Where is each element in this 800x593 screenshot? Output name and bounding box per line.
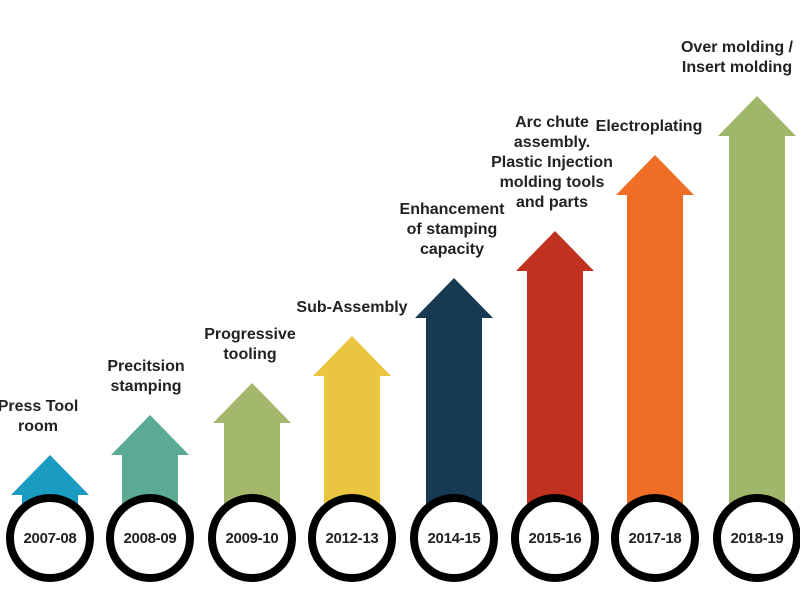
milestone-label: Precitsion <box>107 358 184 375</box>
year-circle <box>106 494 194 582</box>
year: 2015-16 <box>529 530 582 547</box>
arrow <box>111 415 189 515</box>
milestone-label: Plastic Injection <box>491 154 613 171</box>
arrow <box>616 155 694 515</box>
year-circle <box>308 494 396 582</box>
year-circle <box>611 494 699 582</box>
milestone-label: room <box>18 418 58 435</box>
milestone-label: capacity <box>420 241 484 258</box>
arrow <box>415 278 493 515</box>
arrow <box>516 231 594 515</box>
milestone-label: tooling <box>223 346 276 363</box>
milestone-label: and parts <box>516 194 588 211</box>
year: 2007-08 <box>24 530 77 547</box>
milestone-label: Press Tool <box>0 398 78 415</box>
milestone-label: Over molding / <box>681 39 794 56</box>
milestone-label: Electroplating <box>596 118 703 135</box>
arrow <box>718 96 796 515</box>
milestone-label: of stamping <box>407 221 498 238</box>
year-circle <box>208 494 296 582</box>
year: 2012-13 <box>326 530 379 547</box>
milestone-label: Insert molding <box>682 59 792 76</box>
year-circle <box>410 494 498 582</box>
year: 2017-18 <box>629 530 682 547</box>
milestone-label: molding tools <box>500 174 605 191</box>
year: 2014-15 <box>428 530 481 547</box>
milestone-label: Sub-Assembly <box>296 299 407 316</box>
year: 2008-09 <box>124 530 177 547</box>
year: 2009-10 <box>226 530 279 547</box>
year-circle <box>713 494 800 582</box>
year-circle <box>6 494 94 582</box>
year: 2018-19 <box>731 530 784 547</box>
milestone-label: stamping <box>110 378 181 395</box>
arrow <box>313 336 391 515</box>
milestone-label: Progressive <box>204 326 296 343</box>
milestone-label: assembly. <box>514 134 590 151</box>
year-circle <box>511 494 599 582</box>
arrow <box>213 383 291 515</box>
milestone-label: Enhancement <box>400 201 506 218</box>
milestone-label: Arc chute <box>515 114 589 131</box>
